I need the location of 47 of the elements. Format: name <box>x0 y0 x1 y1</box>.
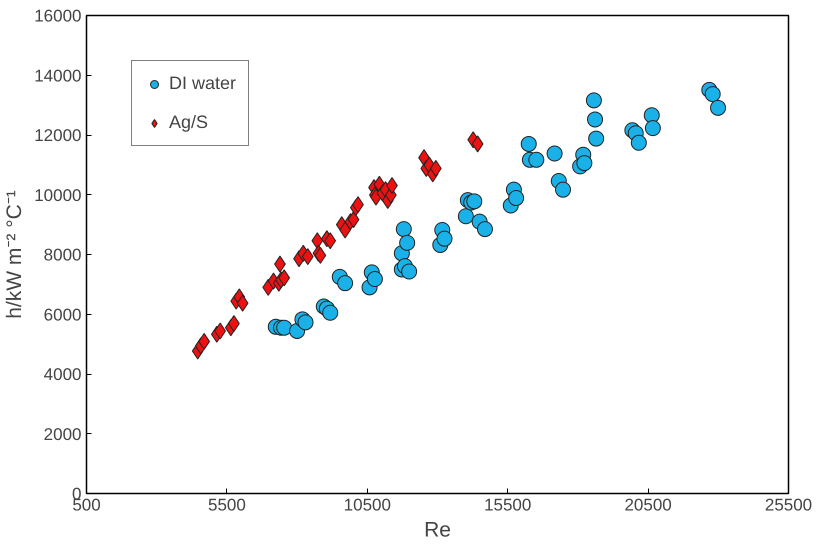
point <box>586 92 602 108</box>
point <box>278 269 290 286</box>
point <box>476 221 493 238</box>
point <box>630 134 647 151</box>
point <box>322 304 338 321</box>
y-tick-label: 8000 <box>44 246 82 264</box>
point <box>644 120 661 136</box>
y-tick-label: 2000 <box>44 424 82 444</box>
point <box>555 182 572 198</box>
point <box>436 230 453 247</box>
point <box>276 320 292 336</box>
point <box>576 155 592 172</box>
y-tick-label: 10000 <box>34 186 82 205</box>
y-tick-label: 12000 <box>34 126 82 145</box>
point <box>458 208 474 224</box>
x-tick-label: 20500 <box>624 496 672 514</box>
point <box>587 111 604 128</box>
point <box>311 232 324 250</box>
point <box>528 152 544 168</box>
point <box>520 136 537 152</box>
point <box>324 232 336 250</box>
y-tick-label: 6000 <box>44 305 82 324</box>
point <box>546 146 563 162</box>
x-tick-label: 15500 <box>484 496 532 514</box>
point <box>366 271 383 287</box>
legend-label: DI water <box>169 73 236 94</box>
point <box>396 221 412 238</box>
x-tick-label: 5500 <box>208 496 246 514</box>
point <box>704 86 721 102</box>
x-tick-label: 25500 <box>764 496 812 514</box>
point <box>430 160 442 177</box>
point <box>337 275 354 292</box>
y-tick-label: 4000 <box>44 365 82 384</box>
point <box>466 193 482 210</box>
y-tick-label: 14000 <box>34 66 82 86</box>
point <box>302 248 314 266</box>
y-tick-label: 16000 <box>34 6 82 26</box>
x-axis-title: Re <box>424 518 451 542</box>
legend-label: Ag/S <box>169 112 208 133</box>
point <box>401 264 418 280</box>
point <box>399 234 416 251</box>
point <box>508 190 524 206</box>
point <box>588 130 604 147</box>
x-tick-label: 10500 <box>344 496 391 514</box>
point <box>298 314 314 330</box>
y-axis-title: h/kW m⁻² °C⁻¹ <box>3 190 26 319</box>
point <box>710 100 726 116</box>
